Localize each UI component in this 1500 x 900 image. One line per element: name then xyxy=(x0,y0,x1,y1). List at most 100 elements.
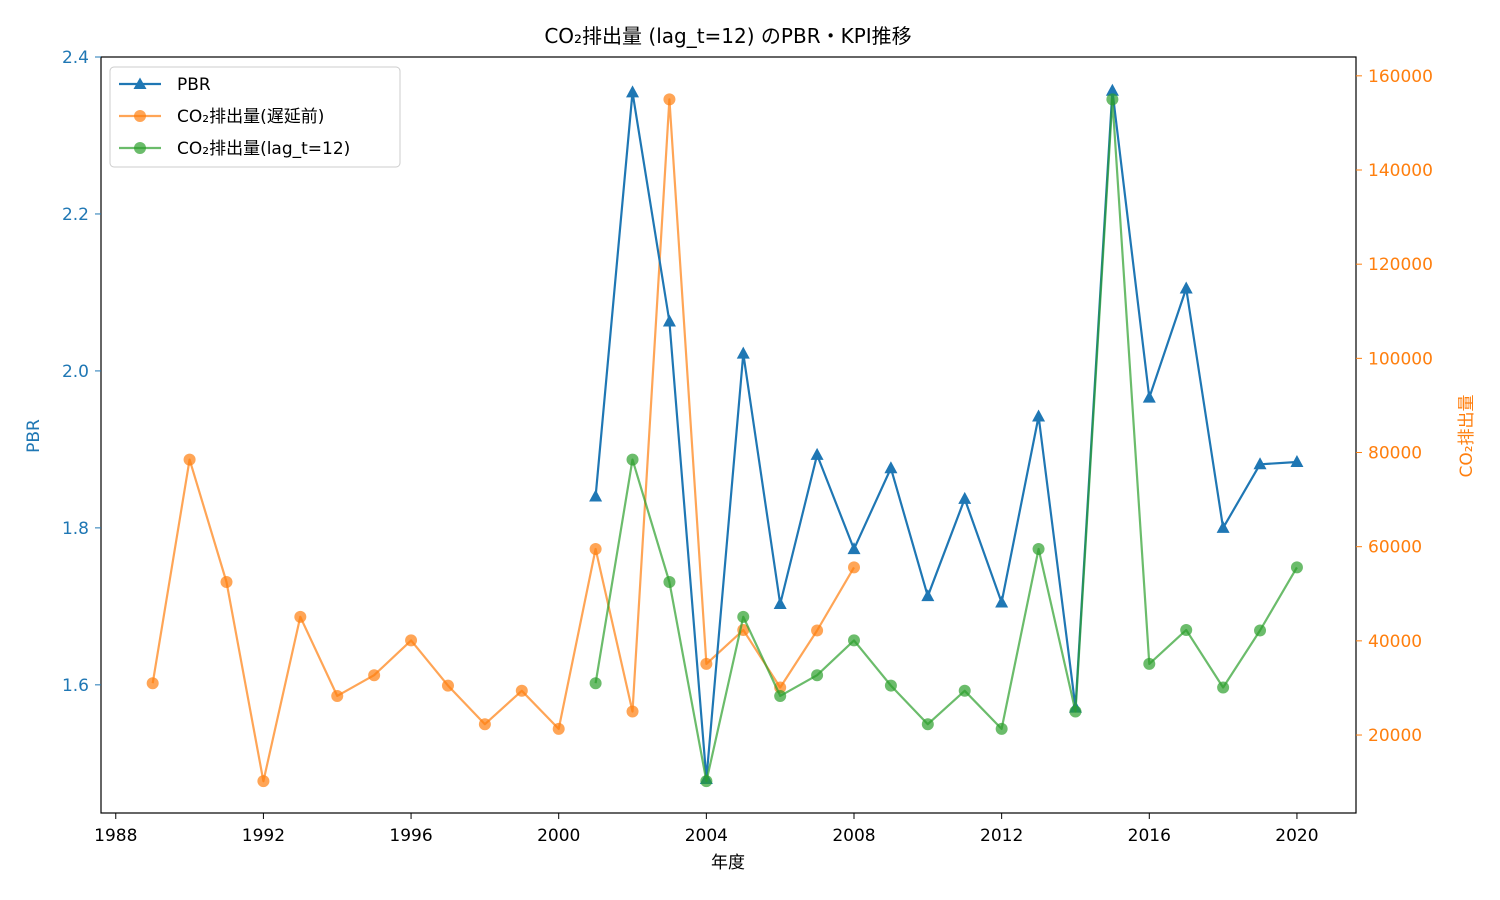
point-lag xyxy=(848,634,860,647)
point-pbr xyxy=(958,491,972,504)
point-lag xyxy=(663,576,676,588)
point-pbr xyxy=(1142,390,1156,403)
point-lag xyxy=(1143,657,1156,670)
point-pre xyxy=(220,576,233,588)
point-pbr xyxy=(1216,520,1230,533)
point-lag xyxy=(1180,624,1193,637)
point-lag xyxy=(1069,705,1082,718)
chart-title: CO₂排出量 (lag_t=12) のPBR・KPI推移 xyxy=(544,24,911,48)
y-axis-left-title: PBR xyxy=(24,419,44,453)
point-lag xyxy=(774,689,787,702)
x-tick-label: 1992 xyxy=(242,826,285,846)
legend-item-lag: CO₂排出量(lag_t=12) xyxy=(119,139,350,159)
y-left-tick-label: 1.8 xyxy=(62,519,89,539)
point-lag xyxy=(700,775,713,788)
point-pre xyxy=(257,775,270,788)
point-pre xyxy=(811,624,824,637)
point-lag xyxy=(921,718,934,731)
plot-frame xyxy=(100,56,1357,814)
point-lag xyxy=(1106,93,1119,106)
y-left-tick-label: 2.0 xyxy=(62,362,89,382)
point-pbr xyxy=(921,589,935,602)
y-right-tick-label: 100000 xyxy=(1368,349,1433,369)
point-pre xyxy=(331,689,344,702)
x-tick-label: 2012 xyxy=(980,826,1023,846)
y-right-tick-label: 160000 xyxy=(1368,67,1433,87)
y-left-tick-label: 1.6 xyxy=(62,676,89,696)
point-pbr xyxy=(1290,454,1304,467)
point-pre xyxy=(183,453,196,466)
x-axis: 1988 1992 1996 2000 2004 2008 2012 2016 2020 xyxy=(94,813,1319,846)
point-pbr xyxy=(995,595,1009,608)
legend-item-pre: CO₂排出量(遅延前) xyxy=(119,107,324,127)
point-pre xyxy=(626,705,639,718)
point-pbr xyxy=(662,314,676,327)
point-pbr xyxy=(1105,83,1119,96)
point-pre xyxy=(441,679,454,692)
x-tick-label: 2004 xyxy=(685,826,728,846)
point-pre xyxy=(515,684,528,697)
point-pbr xyxy=(773,597,787,610)
series-line-pre xyxy=(151,98,855,783)
y-right-tick-label: 80000 xyxy=(1368,444,1422,464)
point-pre xyxy=(405,634,418,647)
point-pbr xyxy=(810,447,824,460)
point-pbr xyxy=(1179,281,1193,294)
series-pre xyxy=(146,93,860,788)
point-lag xyxy=(1254,624,1267,637)
point-lag xyxy=(1290,561,1303,574)
y-right-tick-label: 120000 xyxy=(1368,255,1433,275)
legend-box xyxy=(109,66,401,168)
point-pre xyxy=(368,669,381,682)
point-pbr xyxy=(1253,457,1267,470)
y-right-tick-label: 20000 xyxy=(1368,726,1422,746)
point-lag xyxy=(958,684,971,697)
series-line-lag xyxy=(594,98,1298,783)
x-tick-label: 2008 xyxy=(832,826,875,846)
y-axis-left: 1.6 1.8 2.0 2.2 2.4 xyxy=(62,48,101,696)
point-pre xyxy=(589,543,602,556)
y-right-tick-label: 140000 xyxy=(1368,161,1433,181)
legend-item-pbr: PBR xyxy=(119,75,211,95)
y-axis-right: 20000 40000 60000 80000 100000 120000 140000 16… xyxy=(1356,67,1433,746)
point-lag xyxy=(589,677,602,690)
series-lag xyxy=(589,93,1303,788)
legend-marker-pbr xyxy=(133,77,147,89)
point-pre xyxy=(663,93,676,106)
legend-label-lag: CO₂排出量(lag_t=12) xyxy=(177,139,350,159)
point-pre xyxy=(478,718,491,731)
point-pbr xyxy=(589,489,603,502)
y-right-tick-label: 40000 xyxy=(1368,632,1422,652)
point-pre xyxy=(552,722,565,735)
point-pre xyxy=(294,610,307,623)
y-axis-right-title: CO₂排出量 xyxy=(1457,394,1477,477)
series-layer xyxy=(146,83,1304,788)
legend-marker-lag xyxy=(134,142,146,154)
point-pre xyxy=(848,561,860,574)
series-line-pbr xyxy=(594,89,1297,781)
x-tick-label: 1988 xyxy=(94,826,137,846)
x-tick-label: 2020 xyxy=(1275,826,1318,846)
point-pbr xyxy=(736,346,750,359)
legend: PBR CO₂排出量(遅延前) CO₂排出量(lag_t=12) xyxy=(109,66,401,168)
point-pbr xyxy=(626,85,640,98)
point-lag xyxy=(626,453,639,466)
point-pbr xyxy=(847,542,861,555)
point-lag xyxy=(737,610,750,623)
series-pbr xyxy=(589,83,1304,785)
point-pre xyxy=(146,677,159,690)
point-lag xyxy=(884,679,897,692)
point-pbr xyxy=(1032,409,1046,422)
legend-label-pre: CO₂排出量(遅延前) xyxy=(177,107,324,127)
y-right-tick-label: 60000 xyxy=(1368,538,1422,558)
x-axis-title: 年度 xyxy=(711,853,745,873)
x-tick-label: 2000 xyxy=(537,826,580,846)
x-tick-label: 1996 xyxy=(389,826,432,846)
point-lag xyxy=(811,669,824,682)
y-left-tick-label: 2.2 xyxy=(62,205,89,225)
point-lag xyxy=(1032,543,1045,556)
legend-label-pbr: PBR xyxy=(177,75,211,95)
y-left-tick-label: 2.4 xyxy=(62,48,89,68)
legend-marker-pre xyxy=(134,110,146,122)
